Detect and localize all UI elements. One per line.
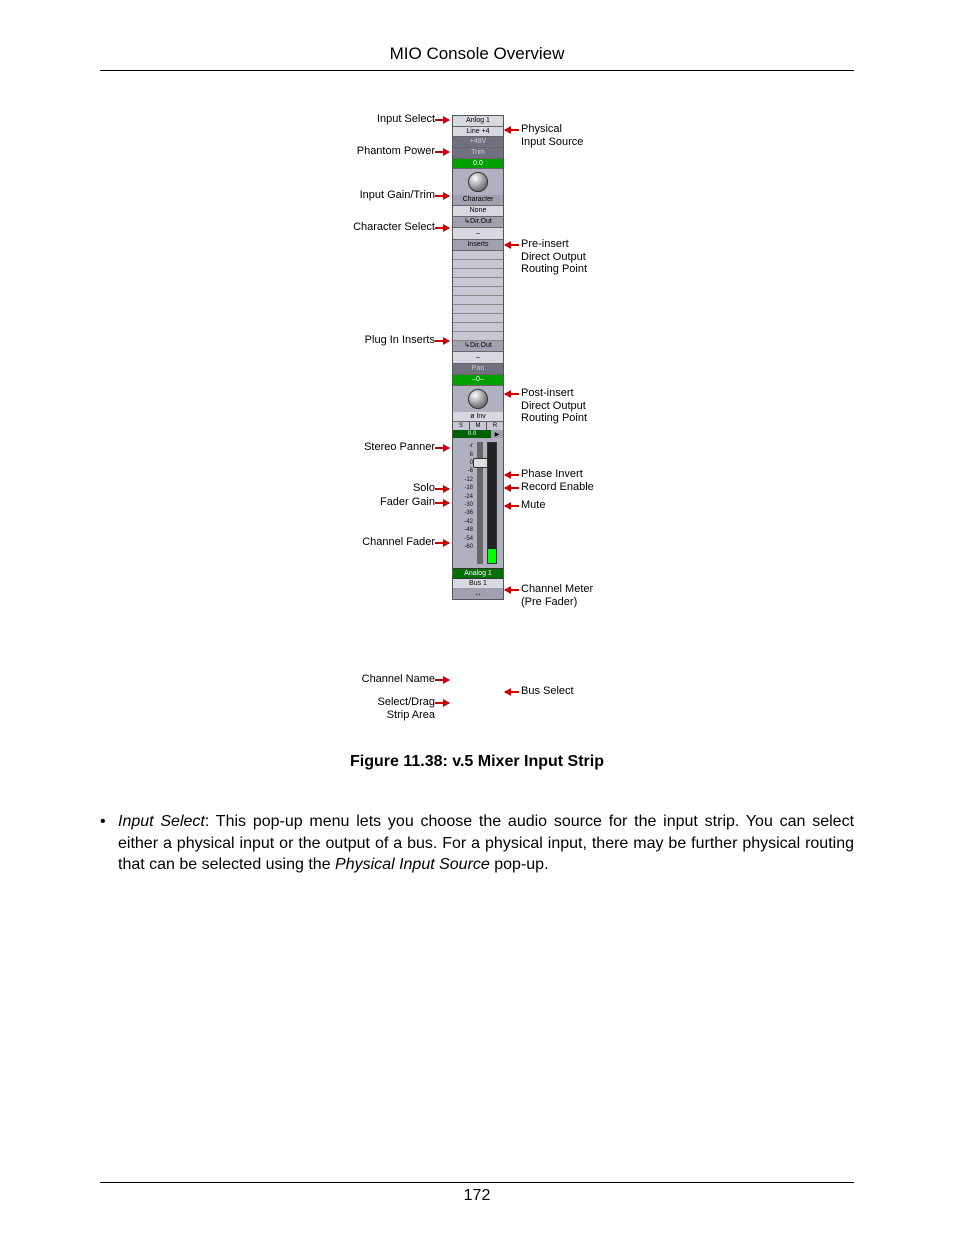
- callout-arrow: [505, 244, 519, 246]
- phantom-power-button[interactable]: +48V: [453, 137, 503, 148]
- callout-arrow: [505, 691, 519, 693]
- callout-left: Stereo Panner: [364, 441, 435, 454]
- callout-left: Input Gain/Trim: [360, 189, 435, 202]
- footer-rule: [100, 1182, 854, 1183]
- drag-handle[interactable]: ↔: [453, 588, 503, 599]
- input-select-popup[interactable]: Anlog 1: [453, 116, 503, 127]
- callout-right: Pre-insertDirect OutputRouting Point: [521, 238, 587, 276]
- insert-slot[interactable]: [453, 287, 503, 296]
- callout-right: Bus Select: [521, 685, 574, 698]
- callout-arrow: [435, 227, 449, 229]
- insert-slot[interactable]: [453, 269, 503, 278]
- bullet-item: • Input Select: This pop-up menu lets yo…: [100, 811, 854, 876]
- mute-indicator[interactable]: ▶: [491, 430, 503, 438]
- bullet-content: Input Select: This pop-up menu lets you …: [118, 811, 854, 876]
- callout-right: Phase Invert: [521, 468, 583, 481]
- phase-invert-button[interactable]: ø Inv: [453, 412, 503, 423]
- callout-right: PhysicalInput Source: [521, 123, 583, 148]
- callout-arrow: [435, 542, 449, 544]
- insert-slot[interactable]: [453, 323, 503, 332]
- character-head: Character: [453, 195, 503, 206]
- callout-right: Record Enable: [521, 481, 594, 494]
- mute-button[interactable]: M: [470, 422, 487, 430]
- callout-right: Post-insertDirect OutputRouting Point: [521, 387, 587, 425]
- callout-arrow: [505, 129, 519, 131]
- insert-slot[interactable]: [453, 278, 503, 287]
- pre-dirout-label: ↳Dir.Out: [453, 217, 503, 228]
- footer: 172: [100, 1174, 854, 1205]
- callout-arrow: [435, 340, 449, 342]
- channel-name[interactable]: Analog 1: [453, 568, 503, 579]
- pan-value[interactable]: –0–: [453, 375, 503, 386]
- pan-label: Pan: [453, 364, 503, 375]
- callout-left: Solo: [413, 482, 435, 495]
- callout-arrow: [435, 151, 449, 153]
- callout-arrow: [435, 702, 449, 704]
- callout-arrow: [505, 589, 519, 591]
- bus-select-popup[interactable]: Bus 1: [453, 579, 503, 588]
- post-dirout-label: ↳Dir.Out: [453, 341, 503, 352]
- character-select-popup[interactable]: None: [453, 206, 503, 217]
- page: MIO Console Overview Anlog 1 Line +4 +48…: [0, 0, 954, 1235]
- pan-knob[interactable]: [453, 386, 503, 412]
- post-dirout-popup[interactable]: –: [453, 352, 503, 365]
- insert-slot[interactable]: [453, 305, 503, 314]
- insert-slot[interactable]: [453, 251, 503, 260]
- pre-dirout-popup[interactable]: –: [453, 228, 503, 241]
- callout-arrow: [435, 679, 449, 681]
- fader-scale: -r 6 0 -6 -12 -18 -24 -30 -36 -42 -48 -5…: [457, 442, 473, 551]
- callout-right: Mute: [521, 499, 545, 512]
- callout-arrow: [435, 488, 449, 490]
- callout-arrow: [505, 487, 519, 489]
- page-number: 172: [100, 1187, 854, 1205]
- trim-value[interactable]: 0.0: [453, 159, 503, 170]
- callout-right: Channel Meter(Pre Fader): [521, 583, 593, 608]
- callout-left: Fader Gain: [380, 496, 435, 509]
- callout-arrow: [505, 505, 519, 507]
- record-enable-button[interactable]: R: [487, 422, 503, 430]
- callout-left: Plug In Inserts: [365, 334, 435, 347]
- callout-arrow: [435, 119, 449, 121]
- insert-slot[interactable]: [453, 314, 503, 323]
- callout-left: Channel Name: [362, 673, 435, 686]
- callout-left: Input Select: [377, 113, 435, 126]
- channel-meter: [487, 442, 497, 564]
- figure-area: Anlog 1 Line +4 +48V Trim 0.0 Character …: [100, 111, 854, 771]
- inserts-head: Inserts: [453, 240, 503, 251]
- insert-slot[interactable]: [453, 260, 503, 269]
- figure-caption: Figure 11.38: v.5 Mixer Input Strip: [100, 753, 854, 771]
- fader-section: -r 6 0 -6 -12 -18 -24 -30 -36 -42 -48 -5…: [453, 438, 503, 568]
- callout-arrow: [505, 393, 519, 395]
- line-level-popup[interactable]: Line +4: [453, 127, 503, 138]
- insert-slot[interactable]: [453, 296, 503, 305]
- inline-em: Physical Input Source: [335, 856, 490, 873]
- callout-left: Character Select: [353, 221, 435, 234]
- callout-arrow: [435, 195, 449, 197]
- callout-arrow: [505, 474, 519, 476]
- callout-left: Channel Fader: [362, 536, 435, 549]
- fader-gain-value[interactable]: 0.0: [453, 430, 491, 438]
- callout-left: Select/DragStrip Area: [378, 696, 435, 721]
- solo-button[interactable]: S: [453, 422, 470, 430]
- text-tail: pop-up.: [490, 856, 549, 873]
- fader-gain-row: 0.0 ▶: [453, 430, 503, 438]
- callout-arrow: [435, 447, 449, 449]
- insert-slot[interactable]: [453, 332, 503, 341]
- header-rule: [100, 70, 854, 71]
- bullet-dot: •: [100, 811, 118, 876]
- gain-knob[interactable]: [453, 169, 503, 195]
- trim-label: Trim: [453, 148, 503, 159]
- header-title: MIO Console Overview: [100, 44, 854, 70]
- callout-arrow: [435, 502, 449, 504]
- item-label: Input Select: [118, 813, 205, 830]
- callout-left: Phantom Power: [357, 145, 435, 158]
- diagram: Anlog 1 Line +4 +48V Trim 0.0 Character …: [307, 111, 647, 731]
- smr-row: S M R: [453, 422, 503, 430]
- inserts-block: [453, 251, 503, 341]
- body-text: • Input Select: This pop-up menu lets yo…: [100, 811, 854, 876]
- mixer-channel-strip: Anlog 1 Line +4 +48V Trim 0.0 Character …: [452, 115, 504, 600]
